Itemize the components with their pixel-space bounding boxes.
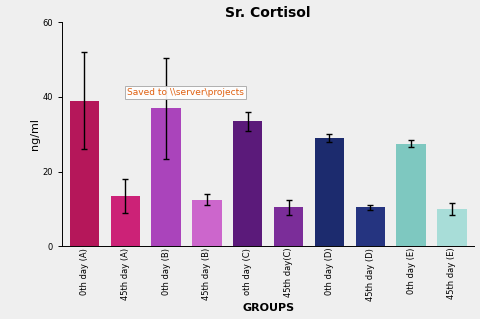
Bar: [70, 100, 99, 246]
Bar: [396, 144, 426, 246]
X-axis label: GROUPS: GROUPS: [242, 303, 294, 314]
Title: Sr. Cortisol: Sr. Cortisol: [226, 5, 311, 19]
Bar: [274, 207, 303, 246]
Bar: [315, 138, 344, 246]
Y-axis label: ng/ml: ng/ml: [30, 118, 39, 150]
Bar: [233, 121, 263, 246]
Bar: [192, 200, 222, 246]
Bar: [151, 108, 181, 246]
Text: Saved to \\server\projects: Saved to \\server\projects: [127, 88, 244, 97]
Bar: [110, 196, 140, 246]
Bar: [356, 207, 385, 246]
Bar: [437, 209, 467, 246]
